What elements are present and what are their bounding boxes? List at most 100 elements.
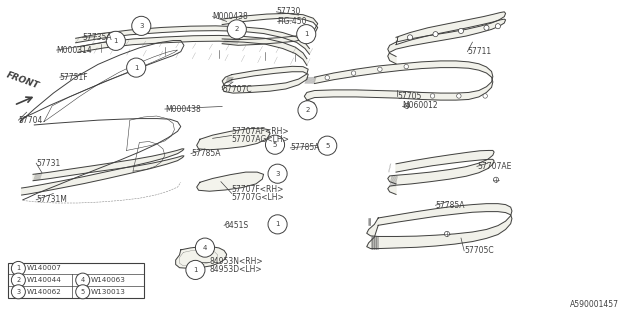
Ellipse shape: [234, 25, 239, 30]
Ellipse shape: [127, 58, 146, 77]
Ellipse shape: [195, 238, 214, 257]
Text: 1: 1: [134, 65, 138, 71]
Ellipse shape: [191, 267, 196, 271]
Text: 84953N<RH>: 84953N<RH>: [209, 258, 263, 267]
Ellipse shape: [458, 28, 463, 34]
Text: 2: 2: [16, 277, 20, 283]
Text: 3: 3: [139, 23, 143, 29]
Text: 1: 1: [113, 38, 118, 44]
Ellipse shape: [12, 285, 26, 299]
Text: 2: 2: [305, 107, 310, 113]
Polygon shape: [175, 247, 227, 268]
Polygon shape: [196, 172, 264, 191]
Ellipse shape: [275, 220, 280, 226]
Text: 4: 4: [81, 277, 85, 283]
Ellipse shape: [134, 65, 139, 70]
Polygon shape: [22, 149, 184, 195]
Polygon shape: [388, 150, 494, 195]
Text: 84953D<LH>: 84953D<LH>: [209, 265, 262, 275]
Polygon shape: [367, 204, 512, 249]
Text: 57707F<RH>: 57707F<RH>: [232, 185, 284, 194]
Text: 57785A: 57785A: [435, 201, 465, 210]
Text: 1: 1: [16, 265, 20, 271]
Ellipse shape: [298, 101, 317, 120]
Ellipse shape: [76, 273, 90, 287]
Text: M000438: M000438: [165, 105, 200, 114]
Text: 3: 3: [275, 171, 280, 177]
Ellipse shape: [297, 25, 316, 44]
Text: 4: 4: [203, 244, 207, 251]
Text: 1: 1: [193, 267, 198, 273]
Polygon shape: [222, 66, 308, 93]
Polygon shape: [388, 12, 506, 64]
Text: W140044: W140044: [27, 277, 61, 283]
Ellipse shape: [325, 76, 330, 80]
Text: 1: 1: [304, 31, 308, 37]
Text: 57730: 57730: [276, 7, 301, 16]
Text: 2: 2: [235, 26, 239, 32]
Text: 57735A: 57735A: [82, 33, 112, 42]
Ellipse shape: [202, 244, 207, 249]
Ellipse shape: [484, 25, 489, 30]
Text: 57751F: 57751F: [60, 73, 88, 82]
Text: FRONT: FRONT: [5, 70, 40, 91]
Ellipse shape: [351, 71, 356, 75]
Text: 57704: 57704: [19, 116, 43, 125]
Text: 57707AG<LH>: 57707AG<LH>: [232, 135, 289, 144]
Ellipse shape: [456, 94, 461, 98]
Polygon shape: [196, 128, 270, 150]
Text: 0451S: 0451S: [224, 221, 248, 230]
Text: 5: 5: [325, 143, 330, 149]
Ellipse shape: [186, 260, 205, 279]
Text: 57711: 57711: [467, 47, 492, 56]
Text: 57707C: 57707C: [222, 85, 252, 94]
Ellipse shape: [404, 64, 408, 69]
Ellipse shape: [324, 142, 330, 148]
Ellipse shape: [275, 170, 280, 175]
Polygon shape: [222, 13, 317, 45]
Text: A590001457: A590001457: [570, 300, 619, 309]
Ellipse shape: [268, 215, 287, 234]
Text: M060012: M060012: [402, 101, 437, 110]
Ellipse shape: [493, 177, 499, 182]
Polygon shape: [305, 61, 493, 112]
Ellipse shape: [404, 103, 410, 108]
Ellipse shape: [12, 273, 26, 287]
Ellipse shape: [430, 94, 435, 98]
Ellipse shape: [444, 231, 449, 236]
Ellipse shape: [266, 135, 285, 154]
Ellipse shape: [495, 24, 500, 29]
Ellipse shape: [132, 16, 151, 36]
Ellipse shape: [378, 67, 382, 72]
Ellipse shape: [76, 285, 90, 299]
Text: 57707G<LH>: 57707G<LH>: [232, 193, 284, 202]
Polygon shape: [77, 36, 307, 65]
Text: 1: 1: [275, 221, 280, 227]
Text: W140063: W140063: [91, 277, 126, 283]
Text: 57705: 57705: [397, 92, 422, 101]
Ellipse shape: [12, 261, 26, 276]
Ellipse shape: [268, 164, 287, 183]
Text: 57707AF<RH>: 57707AF<RH>: [232, 127, 289, 136]
Text: 57731: 57731: [36, 159, 60, 168]
Text: 3: 3: [16, 289, 20, 295]
Text: 5: 5: [273, 142, 277, 148]
Text: W140007: W140007: [27, 265, 61, 271]
Ellipse shape: [106, 31, 125, 50]
Text: W140062: W140062: [27, 289, 61, 295]
Polygon shape: [76, 26, 309, 54]
FancyBboxPatch shape: [8, 263, 145, 298]
Text: FIG.450: FIG.450: [278, 17, 307, 26]
Text: M000438: M000438: [212, 12, 248, 21]
Text: 57707AE: 57707AE: [477, 162, 511, 171]
Text: M000314: M000314: [56, 45, 92, 55]
Ellipse shape: [483, 94, 488, 98]
Ellipse shape: [113, 39, 118, 44]
Text: W130013: W130013: [91, 289, 126, 295]
Ellipse shape: [273, 141, 278, 147]
Ellipse shape: [304, 31, 308, 36]
Text: 57785A: 57785A: [291, 143, 320, 152]
Ellipse shape: [305, 107, 310, 112]
Text: 5: 5: [81, 289, 85, 295]
Ellipse shape: [408, 35, 413, 40]
